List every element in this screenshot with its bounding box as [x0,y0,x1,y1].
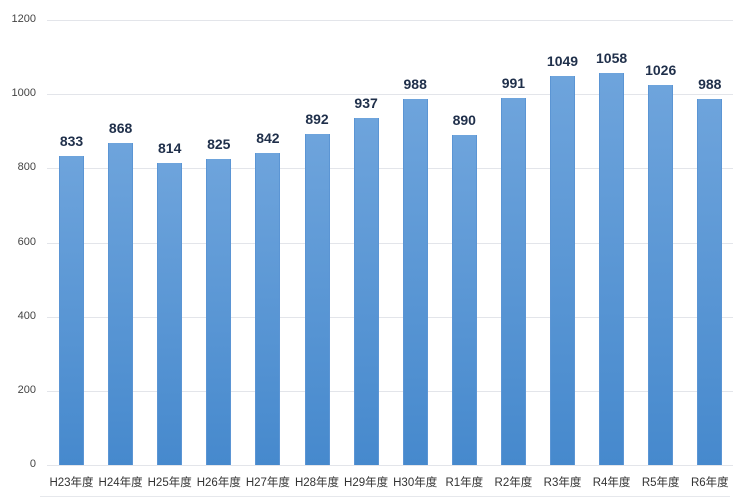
x-tick-label: H26年度 [196,477,241,489]
y-tick-label: 1200 [11,13,36,25]
bar [500,97,526,465]
x-tick-label: H25年度 [147,477,192,489]
gridline [47,94,733,95]
y-tick-label: 0 [29,458,36,470]
gridline [47,317,733,318]
data-label: 892 [305,111,329,128]
bar [304,134,330,465]
data-label: 833 [59,133,84,150]
data-label: 937 [354,94,378,111]
data-label: 1058 [596,49,628,66]
bar [108,143,134,465]
x-tick-label: R1年度 [445,477,484,489]
gridline [47,243,733,244]
x-tick-label: R5年度 [641,477,680,489]
y-tick-label: 200 [17,384,36,396]
y-tick-label: 400 [17,310,36,322]
data-label: 1049 [546,52,579,69]
x-tick-label: H24年度 [98,477,143,489]
bar [451,134,477,465]
frame-divider [40,496,730,497]
data-label: 842 [256,129,280,146]
y-tick-label: 600 [17,236,36,248]
bar [157,163,183,465]
gridline [47,465,733,466]
x-tick-label: H28年度 [294,477,340,489]
gridline [47,168,733,169]
x-tick-label: R6年度 [690,477,729,489]
bar [697,98,723,465]
data-label: 825 [207,136,231,153]
bar [550,75,575,465]
bar [353,117,379,465]
bar [599,72,625,465]
x-tick-label: R4年度 [592,477,631,489]
y-tick-label: 1000 [11,87,36,99]
bar [255,152,281,465]
data-label: 890 [452,111,476,128]
gridline [47,20,733,21]
data-label: 991 [501,74,526,91]
bar [648,84,674,465]
data-label: 988 [403,75,427,92]
x-tick-label: H30年度 [393,477,438,489]
data-label: 988 [698,75,722,92]
data-label: 814 [158,140,182,157]
x-tick-label: H29年度 [344,477,389,489]
x-tick-label: R3年度 [543,477,582,489]
x-tick-label: R2年度 [494,477,533,489]
data-label: 868 [108,120,133,137]
gridline [47,391,733,392]
y-tick-label: 800 [17,161,36,173]
bar [59,156,84,465]
x-tick-label: H23年度 [49,477,94,489]
x-tick-label: H27年度 [245,477,290,489]
data-label: 1026 [645,61,677,78]
bar [206,159,232,465]
bar [402,98,428,465]
